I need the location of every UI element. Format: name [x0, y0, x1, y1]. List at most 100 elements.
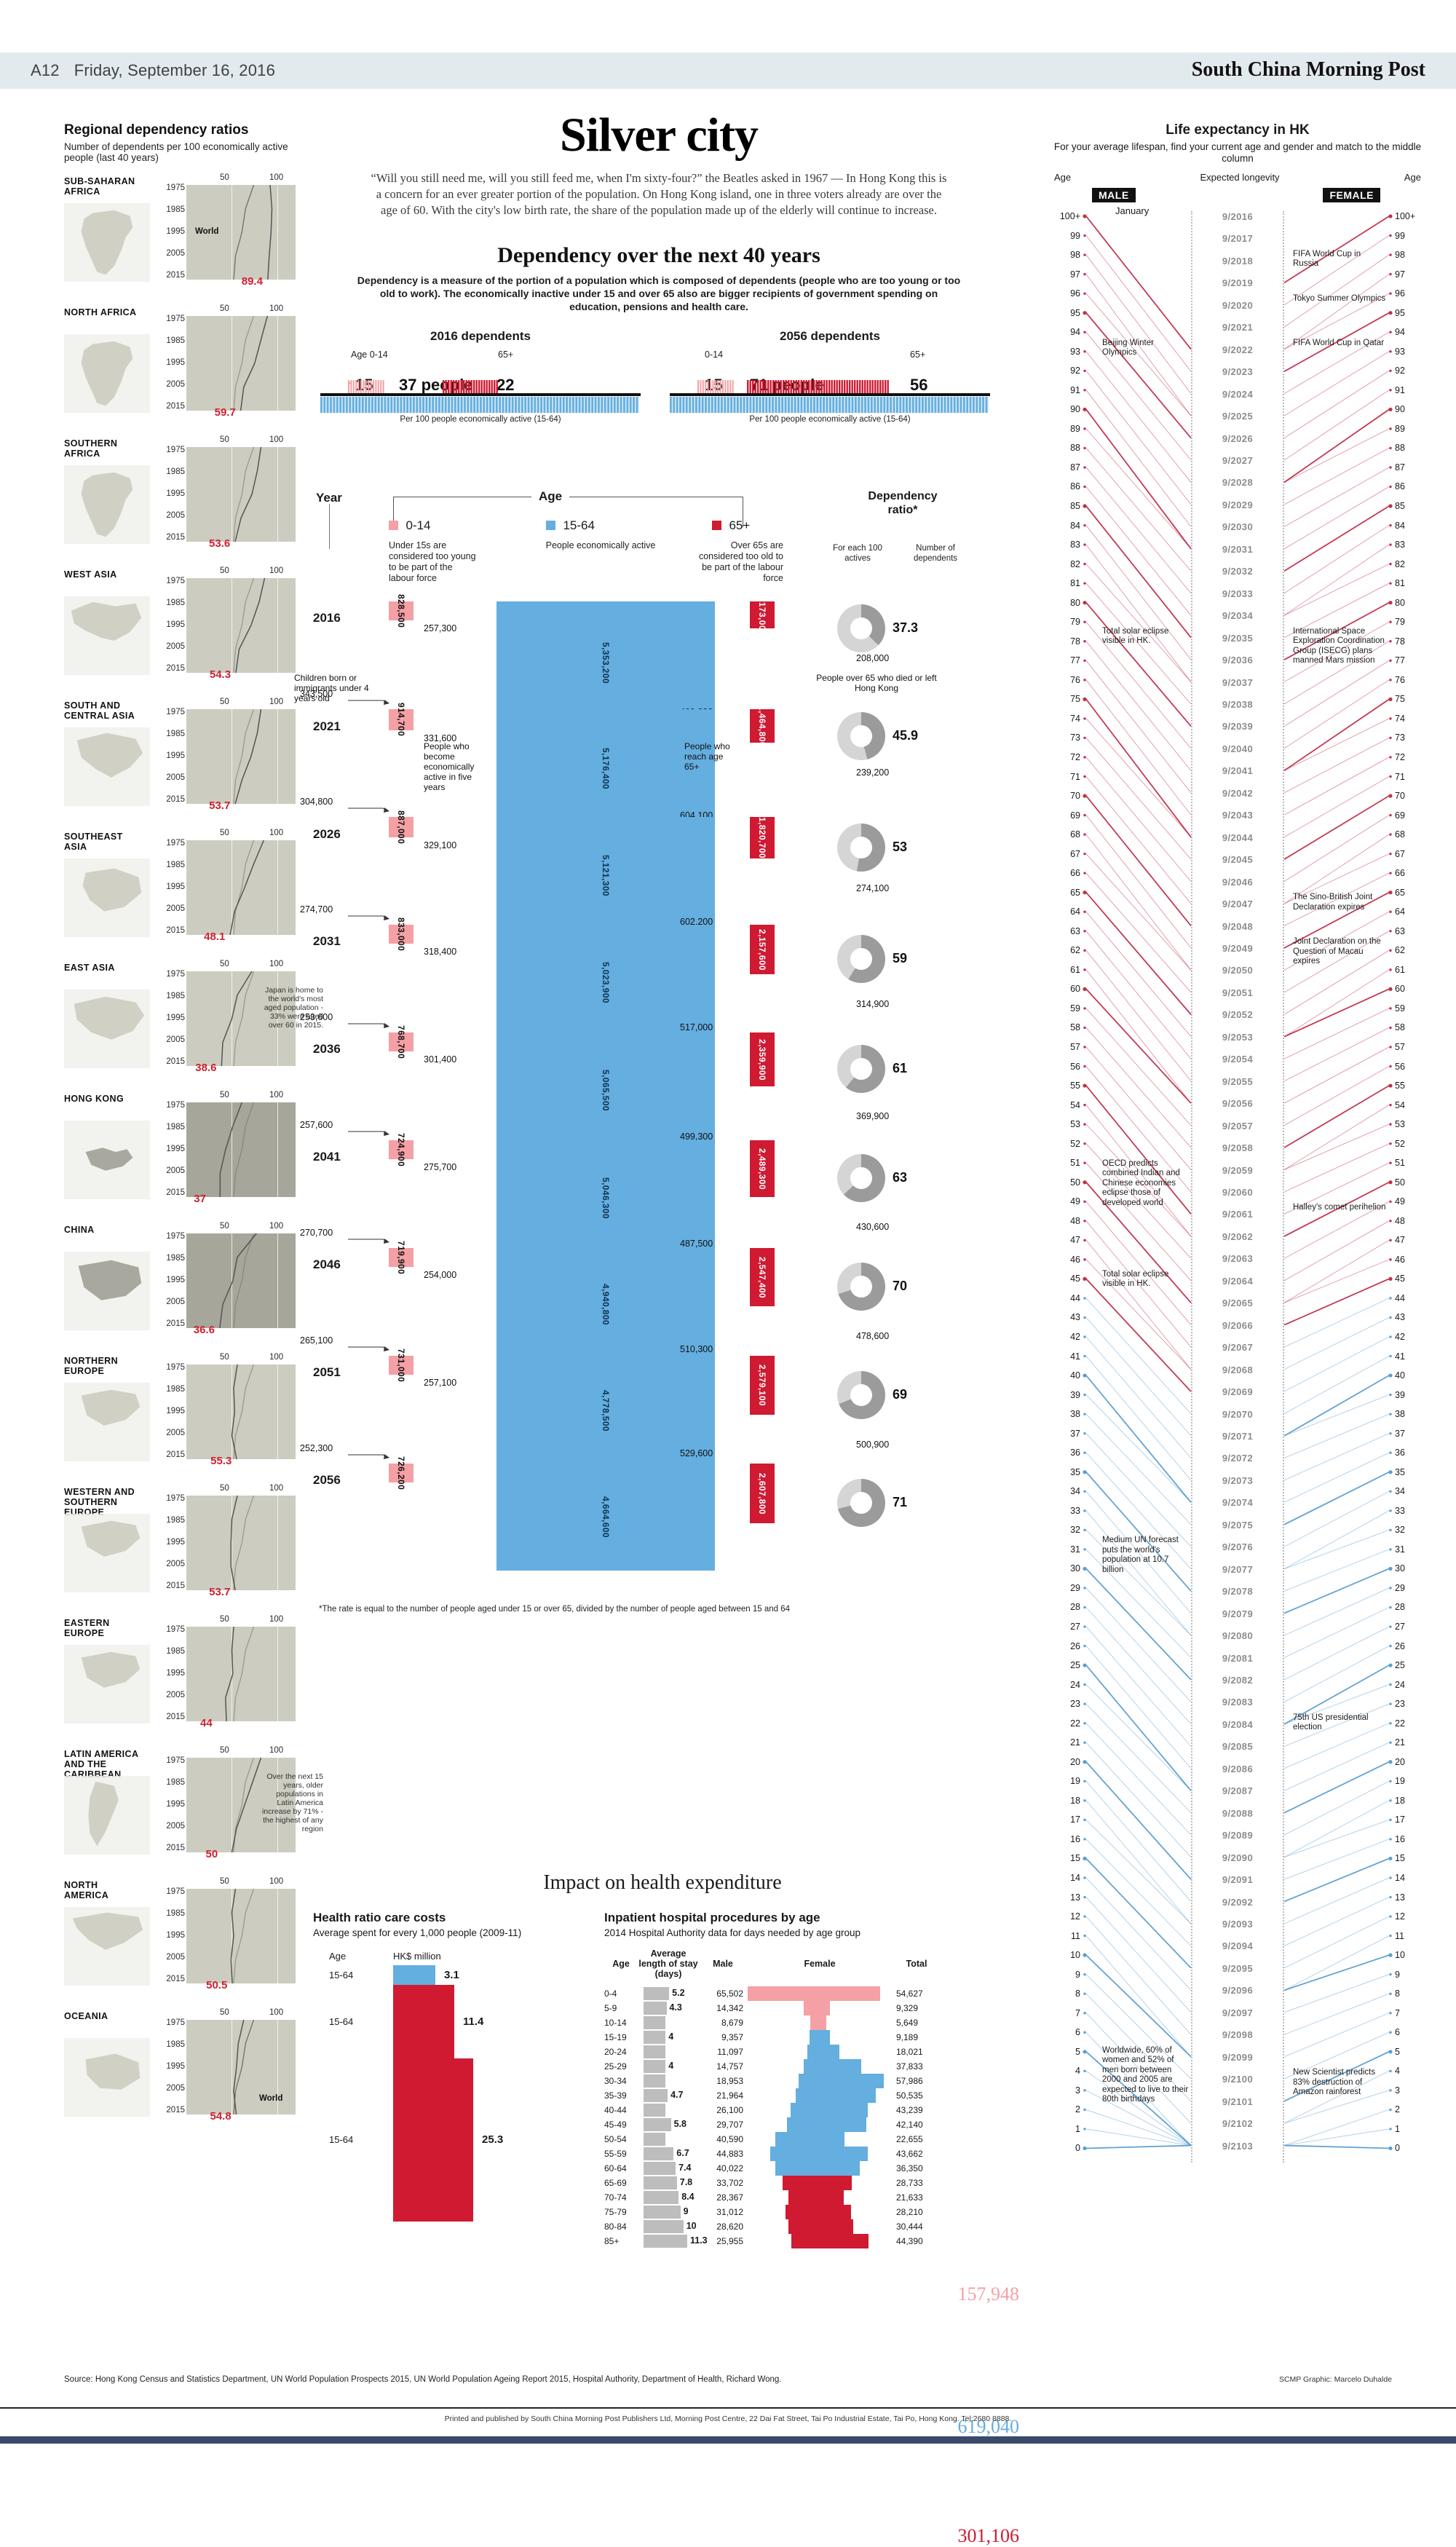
inflow-value: 304,800	[300, 797, 333, 807]
year-tick: 1995	[166, 882, 185, 891]
age-label-left: 43	[1070, 1312, 1080, 1323]
age-label-left: 90	[1070, 404, 1080, 415]
imprint-line: Printed and published by South China Mor…	[444, 2414, 1012, 2423]
life-expectancy-panel: Life expectancy in HK For your average l…	[1048, 122, 1427, 2163]
region-latest-value: 59.7	[214, 406, 236, 419]
axis-tick-50: 50	[220, 1484, 229, 1493]
year-tick: 1975	[166, 1363, 185, 1372]
row-age: 85+	[604, 2236, 620, 2246]
year-tick: 2015	[166, 1581, 185, 1590]
sankey-row: 2051 731,000 4,778,500 2,579,100 265,100 257,…	[300, 1335, 1005, 1466]
band-young: 731,000	[389, 1348, 414, 1382]
row-age: 60-64	[604, 2163, 627, 2173]
male-bar	[770, 2147, 820, 2161]
year-tick: 2005	[166, 1953, 185, 1962]
regional-chart-south-and-central-asia: SOUTH AND CENTRAL ASIA 50 100 1975 1985 1995 2…	[64, 698, 297, 826]
longevity-annotation: Tokyo Summer Olympics	[1293, 293, 1386, 303]
longevity-year-label: 9/2021	[1222, 322, 1254, 333]
longevity-year-label: 9/2047	[1222, 899, 1254, 910]
region-map-icon	[64, 1251, 150, 1331]
region-map-icon	[64, 2037, 150, 2117]
age-label-left: 75	[1070, 694, 1080, 705]
regional-chart-latin-america-and-the-caribbean: LATIN AMERICA AND THE CARIBBEAN 50 100 1975…	[64, 1746, 323, 1874]
young-to-active-value: 275,700	[424, 1162, 457, 1172]
footer-rule	[0, 2407, 1456, 2409]
longevity-year-label: 9/2035	[1222, 632, 1254, 644]
longevity-year-label: 9/2034	[1222, 610, 1254, 622]
row-female-value: 43,662	[896, 2149, 923, 2159]
inflow-value: 257,600	[300, 1120, 333, 1130]
row-bars	[747, 2147, 893, 2161]
legend-desc-active: People economically active	[545, 540, 656, 550]
regional-chart-list: SUB-SAHARAN AFRICA 50 100 1975 1985 1995 2005 2…	[64, 173, 323, 2136]
age-label-left: 79	[1070, 617, 1080, 628]
axis-tick-100: 100	[269, 1484, 284, 1493]
region-axis-top: 50 100	[150, 1746, 296, 1756]
age-label-left: 16	[1070, 1833, 1080, 1844]
age-label-right: 4	[1395, 2066, 1400, 2077]
age-label-right: 49	[1395, 1196, 1405, 1207]
longevity-year-label: 9/2069	[1222, 1386, 1254, 1398]
stay-bar	[644, 2074, 666, 2088]
active-people-icons	[320, 397, 641, 413]
row-age: 10-14	[604, 2018, 627, 2028]
year-tick: 1985	[166, 1778, 185, 1787]
row-age: 35-39	[604, 2090, 627, 2101]
age-label-left: 15	[1070, 1853, 1080, 1864]
masthead: A12 Friday, September 16, 2016 South Chin…	[0, 52, 1456, 89]
age-label-right: 60	[1395, 984, 1405, 995]
age-label-right: 86	[1395, 481, 1405, 492]
longevity-year-label: 9/2058	[1222, 1142, 1254, 1154]
row-male-value: 9,357	[721, 2032, 743, 2042]
region-axis-top: 50 100	[150, 1484, 296, 1494]
axis-tick-50: 50	[220, 1877, 229, 1886]
longevity-year-label: 9/2078	[1222, 1586, 1254, 1598]
age-label-left: 32	[1070, 1525, 1080, 1536]
publication-date: Friday, September 16, 2016	[74, 61, 276, 79]
row-bars	[747, 2117, 893, 2132]
row-stay: 6.7	[638, 2147, 699, 2161]
row-male-value: 65,502	[716, 1989, 743, 1999]
year-tick: 1975	[166, 183, 185, 192]
year-tick: 1975	[166, 1756, 185, 1765]
age-label-right: 58	[1395, 1022, 1405, 1033]
dependency-ratio-donut	[837, 1263, 885, 1311]
region-name: SOUTH AND CENTRAL ASIA	[64, 700, 135, 721]
dependents-caption: Per 100 people economically active (15-6…	[400, 415, 561, 424]
longevity-year-label: 9/2074	[1222, 1497, 1254, 1509]
longevity-annotation: Halley's comet perihelion	[1293, 1203, 1386, 1212]
row-male-value: 28,367	[716, 2192, 743, 2203]
sankey-year-label: 2021	[313, 719, 341, 734]
longevity-year-label: 9/2016	[1222, 211, 1254, 222]
young-to-active-value: 257,100	[424, 1378, 457, 1388]
row-age: 0-4	[604, 1989, 617, 1999]
inflow-value: 270,700	[300, 1228, 333, 1238]
region-plot-area	[186, 578, 296, 673]
age-label-right: 10	[1395, 1950, 1405, 1961]
year-tick: 1975	[166, 839, 185, 848]
dependency-ratio-donut	[837, 712, 885, 760]
row-male-value: 14,757	[716, 2061, 743, 2072]
inflow-arrow-icon	[348, 915, 389, 920]
table-row: 50-54 40,590 22,655	[604, 2132, 1012, 2147]
region-year-axis: 1975 1985 1995 2005 2015	[150, 1101, 185, 1197]
gridline-100	[277, 840, 278, 935]
inflow-arrow-icon	[348, 1346, 389, 1351]
longevity-year-label: 9/2036	[1222, 655, 1254, 666]
longevity-year-label: 9/2031	[1222, 543, 1254, 555]
band-old: 1,464,800	[750, 706, 775, 747]
pyramid-subtitle: 2014 Hospital Authority data for days ne…	[604, 1927, 860, 1938]
band-old: 1,173,000	[750, 594, 775, 636]
region-map-icon	[64, 1644, 150, 1724]
age-label-left: 14	[1070, 1872, 1080, 1883]
row-age: 20-24	[604, 2047, 627, 2057]
region-name: WEST ASIA	[64, 569, 117, 580]
age-label-left: 69	[1070, 810, 1080, 821]
row-female-value: 30,444	[896, 2222, 923, 2232]
regional-subtitle: Number of dependents per 100 economicall…	[64, 141, 288, 163]
longevity-year-label: 9/2038	[1222, 699, 1254, 710]
outflow-value: 500,900	[856, 1440, 890, 1450]
age-label-left: 65	[1070, 887, 1080, 898]
age-label-left: 57	[1070, 1041, 1080, 1052]
band-young: 719,900	[389, 1241, 414, 1274]
